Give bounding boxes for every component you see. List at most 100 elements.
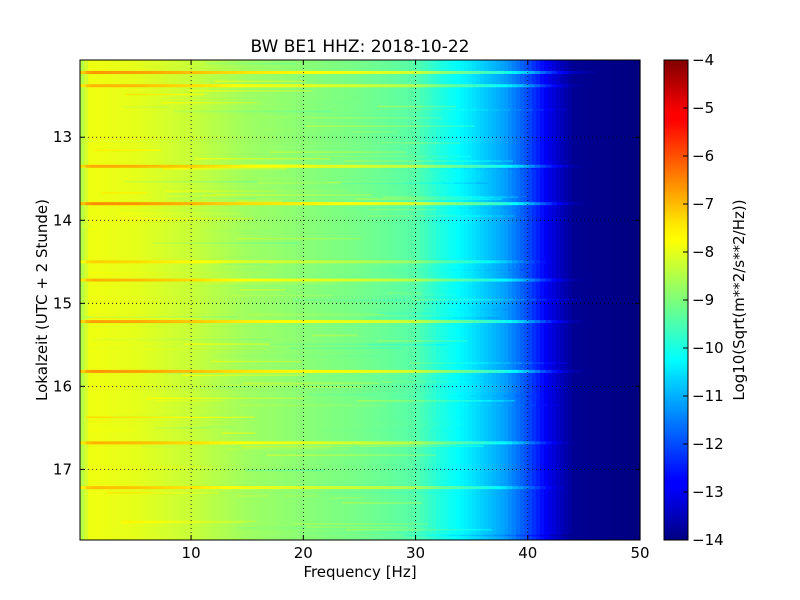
noise-streak (412, 404, 559, 407)
noise-streak (409, 362, 567, 364)
spectrum-strip (160, 60, 165, 540)
noise-streak (89, 528, 180, 530)
noise-streak (236, 237, 361, 240)
noise-streak (368, 208, 437, 211)
noise-streak (169, 68, 249, 70)
noise-streak (221, 432, 256, 434)
spectrum-strip (144, 60, 149, 540)
noise-streak (304, 142, 406, 145)
noise-streak (222, 263, 269, 265)
colorbar-tick-label: −10 (692, 339, 724, 357)
noise-streak (201, 282, 338, 284)
noise-streak (80, 316, 239, 318)
spectrum-strip (84, 60, 89, 540)
noise-streak (194, 177, 297, 180)
noise-streak (346, 207, 515, 209)
event-band (80, 320, 586, 324)
colorbar-tick-label: −6 (692, 147, 714, 165)
noise-streak (181, 374, 306, 377)
noise-streak (227, 384, 307, 387)
spectrum-strip (592, 60, 597, 540)
noise-streak (341, 182, 489, 184)
noise-streak (123, 438, 237, 441)
spectrum-strip (628, 60, 633, 540)
spectrum-strip (236, 60, 241, 540)
y-tick-label: 15 (53, 294, 72, 312)
noise-streak (391, 381, 482, 384)
noise-streak (305, 526, 408, 528)
spectrogram-heatmap (80, 60, 641, 540)
spectrum-strip (92, 60, 97, 540)
noise-streak (87, 347, 178, 349)
noise-streak (211, 360, 302, 363)
noise-streak (236, 527, 383, 529)
noise-streak (391, 395, 538, 397)
noise-streak (305, 386, 363, 388)
spectrum-strip (252, 60, 257, 540)
noise-streak (274, 190, 399, 193)
colorbar-tick-label: −14 (692, 531, 724, 549)
noise-streak (312, 334, 358, 337)
noise-streak (377, 312, 435, 314)
noise-streak (299, 484, 379, 486)
event-band (80, 260, 552, 264)
spectrum-strip (128, 60, 133, 540)
noise-streak (141, 348, 266, 350)
noise-streak (345, 528, 493, 531)
spectrum-strip (112, 60, 117, 540)
noise-streak (235, 495, 270, 497)
chart-title: BW BE1 HHZ: 2018-10-22 (250, 37, 469, 57)
x-tick-label: 50 (630, 544, 649, 562)
spectrum-strip (408, 60, 413, 540)
noise-streak (155, 399, 223, 402)
spectrum-strip (276, 60, 281, 540)
spectrum-strip (104, 60, 109, 540)
spectrum-strip (612, 60, 617, 540)
spectrum-strip (100, 60, 105, 540)
y-tick-label: 16 (53, 377, 72, 395)
spectrum-strip (172, 60, 177, 540)
spectrum-strip (96, 60, 101, 540)
colorbar-tick-label: −12 (692, 435, 724, 453)
noise-streak (357, 308, 515, 311)
noise-streak (219, 346, 321, 348)
noise-streak (145, 397, 304, 400)
noise-streak (81, 140, 228, 143)
colorbar-tick-label: −9 (692, 291, 714, 309)
noise-streak (306, 125, 475, 127)
spectrum-strip (588, 60, 593, 540)
spectrum-strip (136, 60, 141, 540)
spectrum-strip (196, 60, 201, 540)
spectrum-strip (580, 60, 585, 540)
noise-streak (245, 469, 325, 472)
y-tick-label: 14 (53, 211, 72, 229)
noise-streak (142, 446, 177, 448)
spectrum-strip (88, 60, 93, 540)
spectrum-strip (284, 60, 289, 540)
spectrum-strip (208, 60, 213, 540)
event-band (80, 164, 586, 168)
spectrum-strip (248, 60, 253, 540)
noise-streak (387, 292, 422, 294)
event-band (80, 84, 586, 88)
spectrum-strip (140, 60, 145, 540)
noise-streak (202, 194, 372, 196)
spectrum-strip (616, 60, 621, 540)
noise-streak (89, 272, 270, 275)
noise-streak (355, 198, 503, 200)
spectrum-strip (584, 60, 589, 540)
spectrum-strip (224, 60, 229, 540)
noise-streak (178, 426, 236, 429)
event-band (80, 486, 563, 490)
noise-streak (130, 117, 311, 119)
noise-streak (344, 160, 513, 162)
event-band (80, 369, 586, 373)
spectrum-strip (120, 60, 125, 540)
y-tick-label: 17 (53, 460, 72, 478)
noise-streak (293, 530, 395, 533)
noise-streak (214, 80, 305, 83)
noise-streak (174, 110, 332, 113)
noise-streak (92, 338, 273, 341)
spectrum-strip (80, 60, 85, 540)
plot-frame (79, 59, 641, 541)
